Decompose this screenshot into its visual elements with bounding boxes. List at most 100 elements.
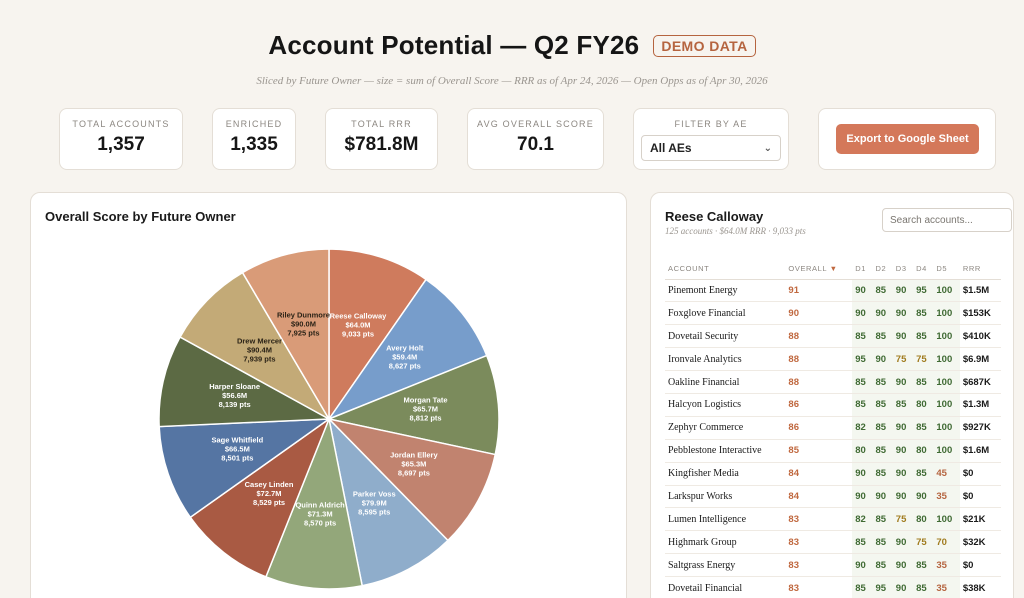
- dimension-score-d4: 80: [913, 507, 934, 532]
- table-row[interactable]: Pinemont Energy 91 90 85 90 95 100 $1.5M: [665, 279, 1001, 303]
- page-subtitle: Sliced by Future Owner — size = sum of O…: [256, 75, 768, 87]
- dimension-score-d1: 85: [852, 393, 873, 417]
- table-row[interactable]: Halcyon Logistics 86 85 85 85 80 100 $1.3M: [665, 393, 1001, 417]
- table-row[interactable]: Dovetail Financial 83 85 95 90 85 35 $38K: [665, 576, 1001, 598]
- dimension-score-d4: 90: [913, 485, 934, 509]
- rrr-value: $687K: [959, 370, 1001, 394]
- dimension-score-d5: 45: [933, 462, 960, 486]
- table-row[interactable]: Ironvale Analytics 88 95 90 75 75 100 $6.9M: [665, 347, 1001, 372]
- pie-slice-quinn-aldrich[interactable]: [264, 416, 364, 590]
- dimension-score-d4: 75: [913, 530, 934, 555]
- account-name: Oakline Financial: [665, 370, 786, 394]
- overall-score: 83: [785, 507, 853, 532]
- rrr-value: $1.5M: [959, 279, 1001, 303]
- dimension-score-d2: 90: [872, 301, 893, 326]
- slice-label-rrr: $59.4M: [392, 353, 417, 362]
- account-name: Saltgrass Energy: [665, 553, 786, 578]
- table-row[interactable]: Foxglove Financial 90 90 90 90 85 100 $153K: [665, 301, 1001, 326]
- pie-slice-riley-dunmore[interactable]: [241, 248, 330, 422]
- dimension-score-d3: 90: [892, 553, 914, 578]
- rrr-value: $0: [959, 462, 1001, 486]
- account-name: Dovetail Security: [665, 324, 786, 349]
- column-header-d2[interactable]: D2: [872, 259, 893, 280]
- table-row[interactable]: Oakline Financial 88 85 85 90 85 100 $687K: [665, 370, 1001, 394]
- dimension-score-d5: 100: [933, 416, 960, 440]
- slice-label-pts: 8,697 pts: [398, 469, 430, 478]
- stat-enriched: ENRICHED 1,335: [212, 108, 296, 170]
- export-google-sheet-button[interactable]: Export to Google Sheet: [836, 124, 979, 154]
- pie-slice-jordan-ellery[interactable]: [326, 417, 497, 542]
- table-row[interactable]: Saltgrass Energy 83 90 85 90 85 35 $0: [665, 553, 1001, 578]
- ae-filter-select[interactable]: All AEs ⌄: [641, 135, 781, 161]
- pie-slice-parker-voss[interactable]: [327, 416, 449, 587]
- search-accounts-input[interactable]: [882, 208, 1012, 232]
- rrr-value: $38K: [959, 576, 1001, 598]
- overall-score: 88: [785, 347, 853, 372]
- dimension-score-d1: 90: [852, 279, 873, 303]
- table-row[interactable]: Zephyr Commerce 86 82 85 90 85 100 $927K: [665, 416, 1001, 440]
- dimension-score-d2: 85: [872, 393, 893, 417]
- demo-data-badge: DEMO DATA: [653, 34, 756, 57]
- stat-value: 70.1: [517, 134, 554, 155]
- overall-score: 83: [785, 530, 853, 555]
- slice-label-pts: 8,627 pts: [389, 362, 421, 371]
- slice-label-pts: 8,812 pts: [409, 414, 441, 423]
- stat-value: 1,335: [230, 134, 278, 155]
- slice-label-name: Reese Calloway: [330, 312, 388, 321]
- sort-desc-icon: ▼: [826, 264, 838, 274]
- pie-slice-morgan-tate[interactable]: [326, 354, 500, 456]
- filter-card: FILTER BY AE All AEs ⌄: [633, 108, 789, 170]
- pie-slice-avery-holt[interactable]: [326, 278, 488, 421]
- pie-slice-reese-calloway[interactable]: [328, 248, 428, 422]
- dimension-score-d4: 85: [913, 324, 934, 349]
- dimension-score-d1: 85: [852, 576, 873, 598]
- slice-label-name: Morgan Tate: [404, 396, 448, 405]
- column-header-d1[interactable]: D1: [852, 259, 873, 280]
- pie-slice-casey-linden[interactable]: [189, 416, 331, 578]
- column-header-account[interactable]: ACCOUNT: [665, 259, 786, 280]
- column-header-rrr[interactable]: RRR: [959, 259, 1001, 280]
- rrr-value: $410K: [959, 324, 1001, 349]
- account-name: Ironvale Analytics: [665, 347, 786, 372]
- account-name: Pebblestone Interactive: [665, 439, 786, 463]
- slice-label-pts: 8,139 pts: [219, 400, 251, 409]
- chart-title: Overall Score by Future Owner: [45, 209, 236, 224]
- overall-score: 90: [785, 301, 853, 326]
- dimension-score-d5: 35: [933, 553, 960, 578]
- table-row[interactable]: Larkspur Works 84 90 90 90 90 35 $0: [665, 485, 1001, 509]
- dimension-score-d1: 82: [852, 416, 873, 440]
- dimension-score-d2: 85: [872, 370, 893, 394]
- dimension-score-d3: 90: [892, 370, 914, 394]
- column-header-overall[interactable]: OVERALL ▼: [785, 259, 853, 280]
- dimension-score-d1: 82: [852, 507, 873, 532]
- table-row[interactable]: Kingfisher Media 84 90 85 90 85 45 $0: [665, 462, 1001, 486]
- dimension-score-d3: 90: [892, 462, 914, 486]
- slice-label-rrr: $64.0M: [345, 321, 370, 330]
- table-row[interactable]: Pebblestone Interactive 85 80 85 90 80 100 $1.6…: [665, 439, 1001, 463]
- table-row[interactable]: Lumen Intelligence 83 82 85 75 80 100 $21K: [665, 507, 1001, 532]
- owner-detail-card: Reese Calloway 125 accounts · $64.0M RRR…: [650, 192, 1014, 598]
- rrr-value: $153K: [959, 301, 1001, 326]
- pie-slice-drew-mercer[interactable]: [179, 271, 332, 421]
- dimension-score-d4: 80: [913, 439, 934, 463]
- rrr-value: $21K: [959, 507, 1001, 532]
- table-row[interactable]: Highmark Group 83 85 85 90 75 70 $32K: [665, 530, 1001, 555]
- slice-label-name: Casey Linden: [245, 480, 294, 489]
- dimension-score-d1: 90: [852, 462, 873, 486]
- account-name: Zephyr Commerce: [665, 416, 786, 440]
- column-header-d5[interactable]: D5: [933, 259, 960, 280]
- dimension-score-d4: 85: [913, 370, 934, 394]
- overall-score: 88: [785, 324, 853, 349]
- slice-label-rrr: $65.7M: [413, 405, 438, 414]
- dimension-score-d1: 90: [852, 301, 873, 326]
- stat-label: TOTAL RRR: [351, 119, 412, 129]
- column-header-d3[interactable]: D3: [892, 259, 914, 280]
- dimension-score-d3: 90: [892, 485, 914, 509]
- table-row[interactable]: Dovetail Security 88 85 85 90 85 100 $410K: [665, 324, 1001, 349]
- slice-label-name: Parker Voss: [353, 490, 396, 499]
- stat-value: 1,357: [97, 134, 145, 155]
- pie-slice-sage-whitfield[interactable]: [158, 418, 332, 519]
- pie-slice-harper-sloane[interactable]: [158, 335, 332, 428]
- column-header-d4[interactable]: D4: [913, 259, 934, 280]
- stat-avg-score: AVG OVERALL SCORE 70.1: [467, 108, 604, 170]
